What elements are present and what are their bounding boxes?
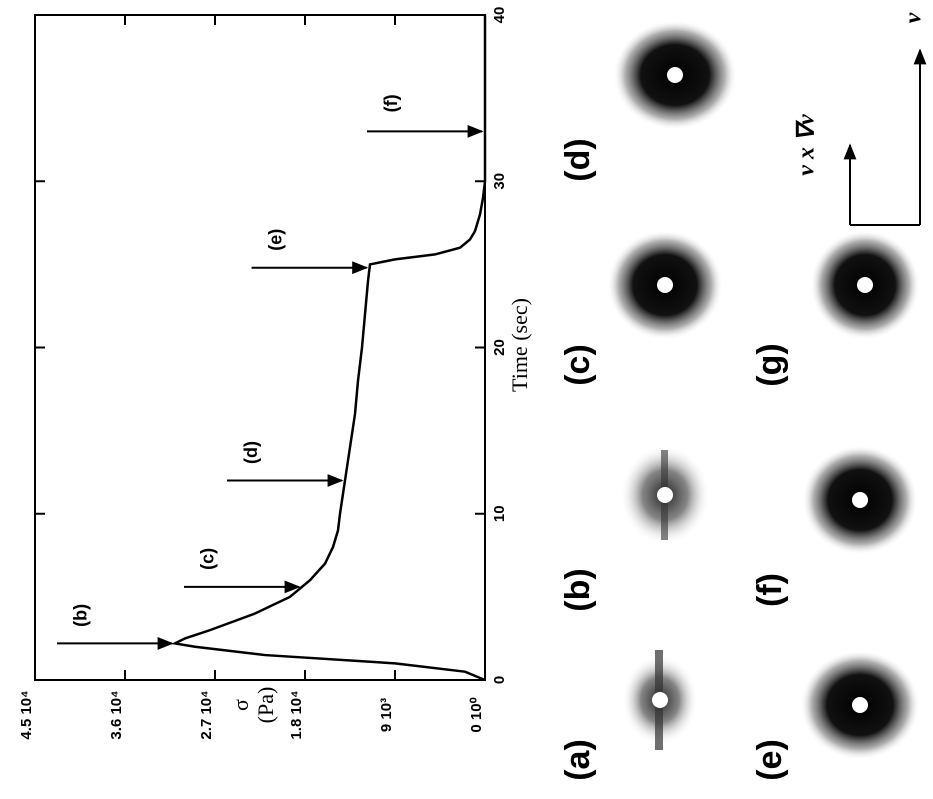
x-axis-label: Time (sec) [507, 298, 532, 392]
panel-label: (g) [751, 343, 789, 386]
annotation-label: (d) [241, 441, 261, 464]
panel-label: (a) [559, 739, 597, 781]
y-axis-label: σ [228, 699, 253, 711]
vertical-axis-label: ν x ∇ν [794, 114, 820, 176]
annotation-label: (e) [265, 229, 285, 251]
panel-label: (f) [751, 573, 789, 607]
y-tick-label: 1.8 10⁴ [288, 690, 305, 739]
y-tick-label: 0 10⁰ [468, 697, 485, 732]
annotation-label: (f) [381, 94, 401, 112]
x-tick-label: 10 [491, 505, 508, 522]
x-tick-label: 20 [491, 339, 508, 356]
y-axis-label: (Pa) [253, 687, 278, 724]
y-tick-label: 4.5 10⁴ [18, 690, 35, 739]
scattering-images [607, 20, 920, 760]
horizontal-axis-label: ν [901, 12, 927, 23]
x-tick-label: 40 [491, 7, 508, 24]
y-tick-label: 2.7 10⁴ [198, 690, 215, 739]
annotation-label: (c) [198, 548, 218, 570]
plot-frame [34, 14, 486, 681]
frame-arrows: ν x ∇ν ν [794, 12, 927, 226]
panel-label: (c) [559, 344, 597, 386]
panel-label: (b) [559, 568, 597, 611]
x-tick-label: 30 [491, 173, 508, 190]
panel-label: (e) [751, 739, 789, 781]
y-tick-label: 9 10³ [378, 698, 395, 732]
y-tick-label: 3.6 10⁴ [108, 690, 125, 739]
panel-label: (d) [559, 138, 597, 181]
annotation-label: (b) [71, 604, 91, 627]
stress-curve [170, 15, 487, 682]
x-tick-label: 0 [491, 676, 508, 684]
